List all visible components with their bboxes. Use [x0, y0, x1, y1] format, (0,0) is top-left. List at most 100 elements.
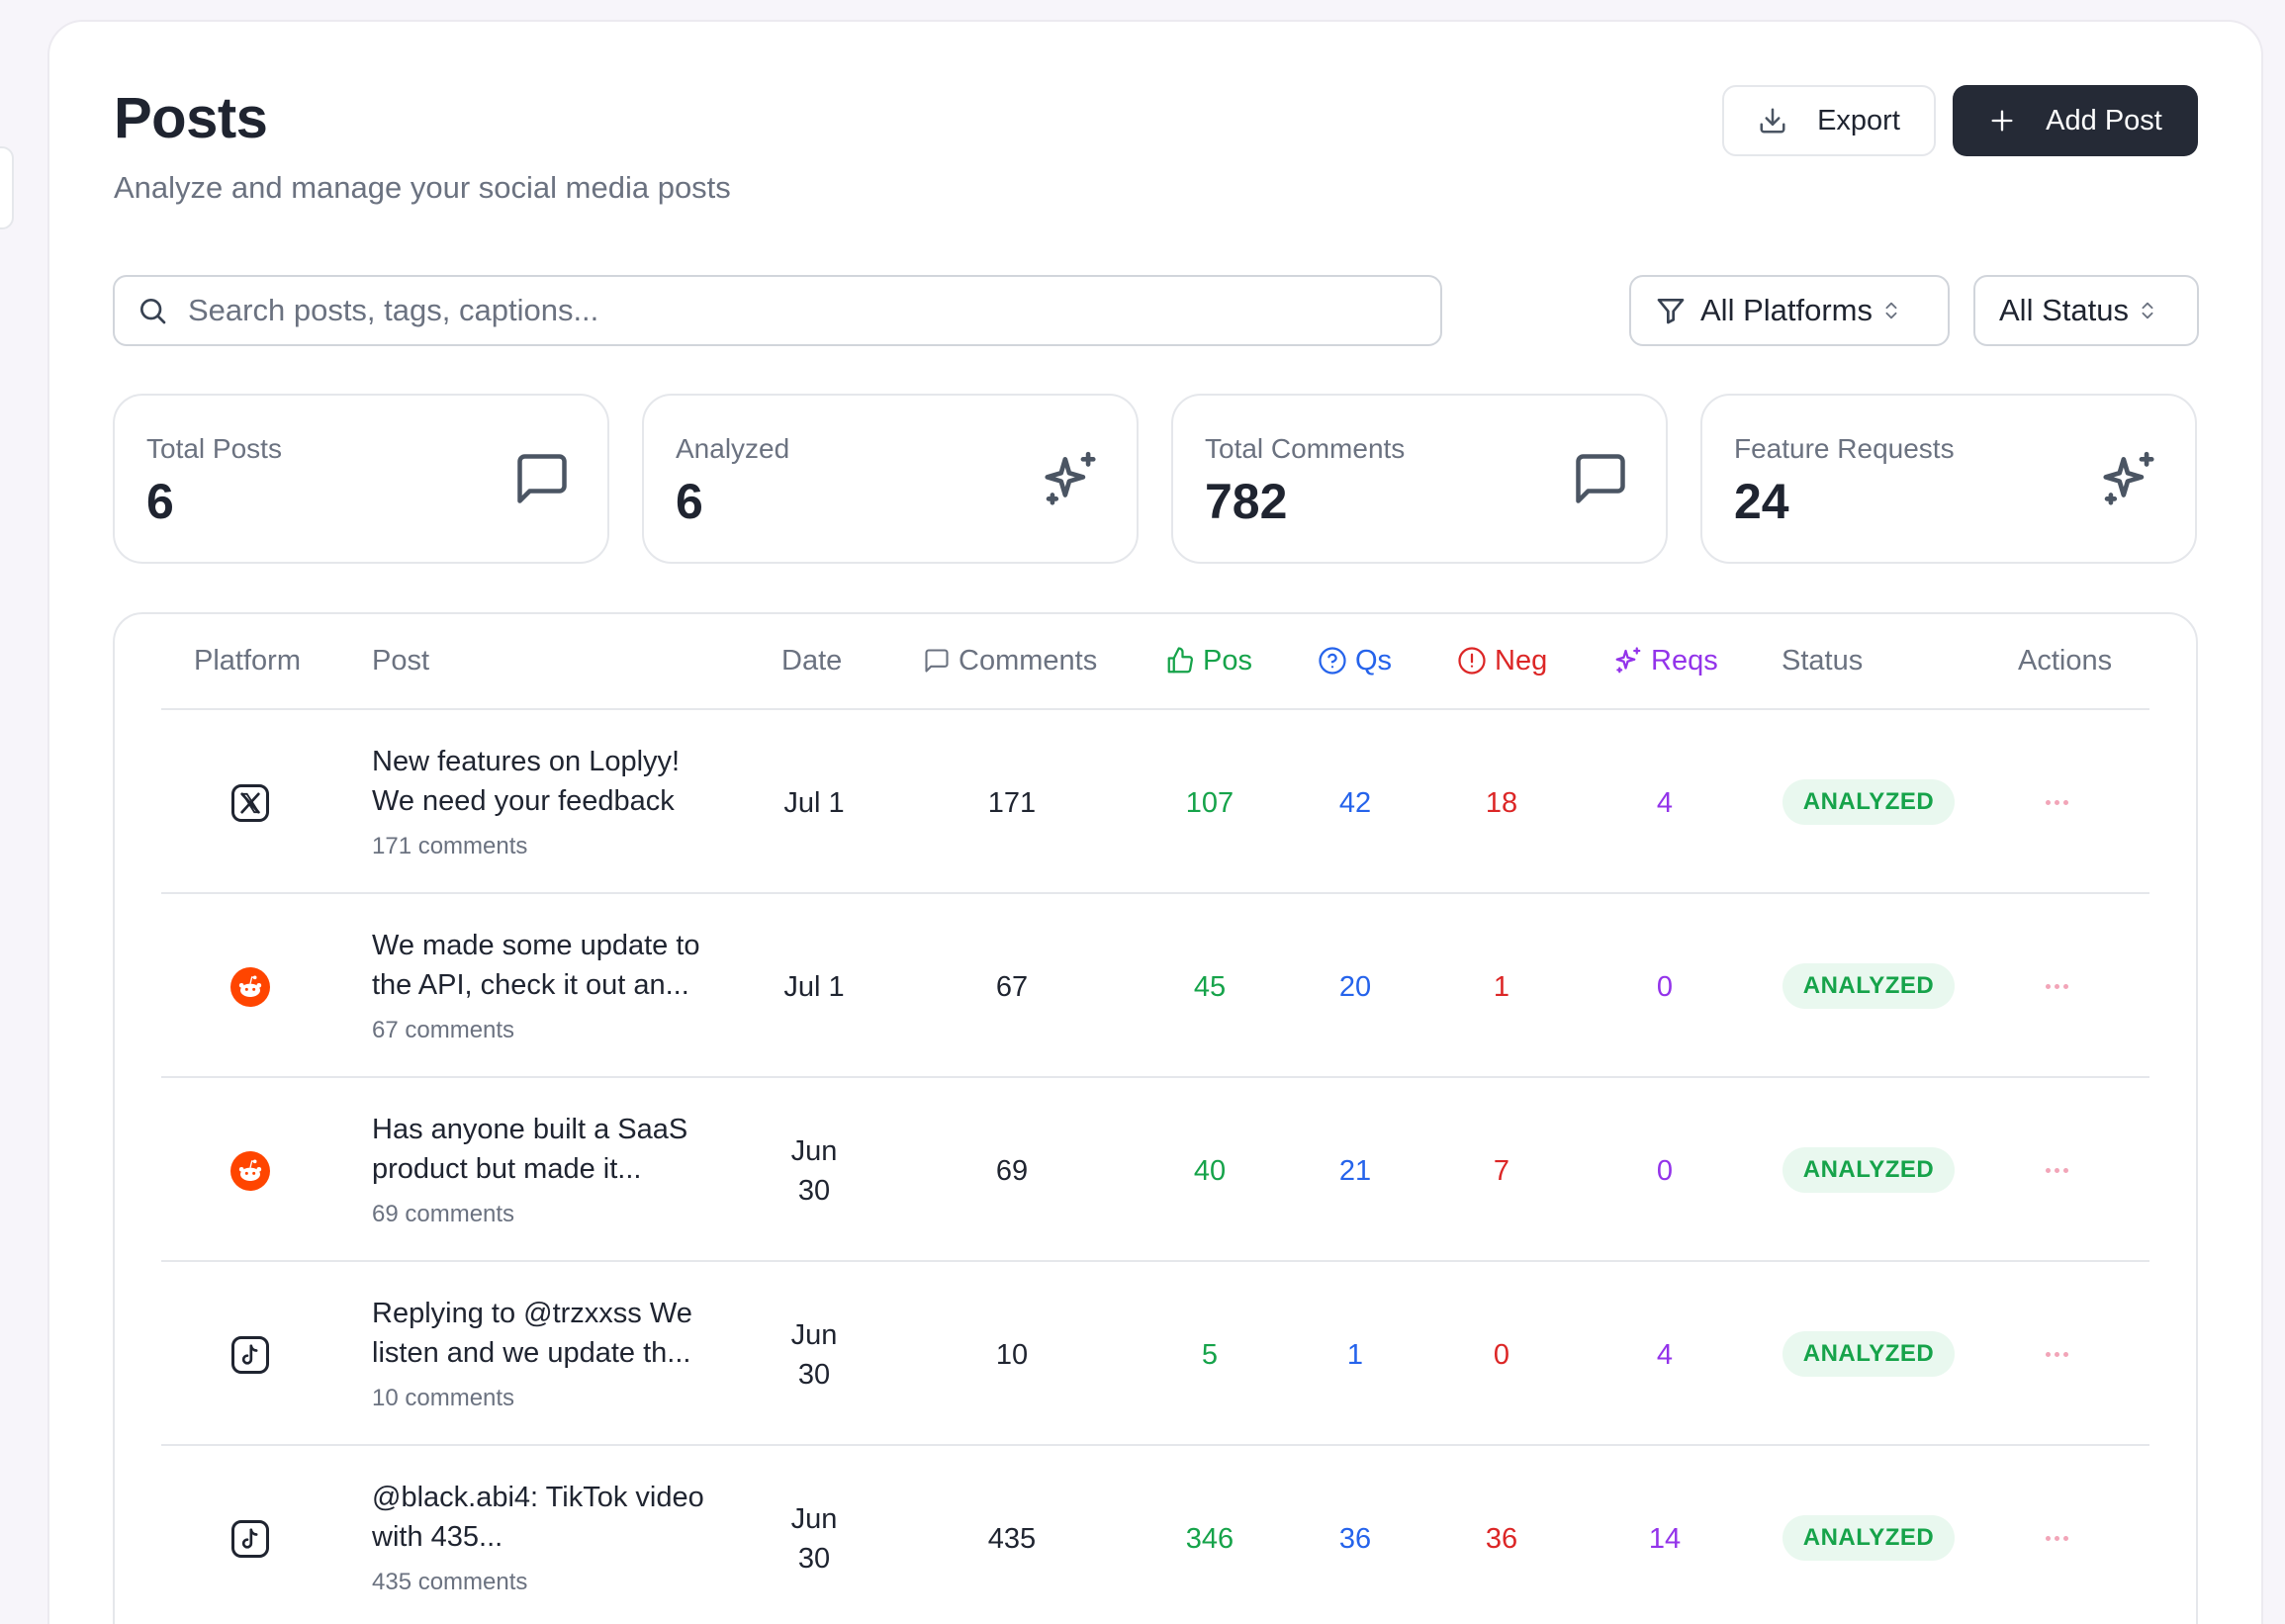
post-comment-count: 67 comments: [372, 1017, 515, 1043]
stat-value: 782: [1205, 474, 1288, 529]
post-title[interactable]: New features on Loplyy! We need your fee…: [372, 746, 681, 817]
post-title[interactable]: Has anyone built a SaaS product but made…: [372, 1114, 688, 1185]
column-header-pos: Pos: [1165, 641, 1252, 680]
header-divider: [161, 708, 2149, 710]
more-actions-icon[interactable]: [2037, 1341, 2076, 1367]
column-header-qs: Qs: [1318, 641, 1392, 680]
search-box[interactable]: [113, 275, 1442, 346]
requests-count: 14: [1648, 1523, 1682, 1555]
message-square-icon: [517, 454, 567, 503]
stat-label: Total Comments: [1205, 433, 1406, 464]
post-title[interactable]: We made some update to the API, check it…: [372, 930, 700, 1001]
column-header-actions: Actions: [2018, 644, 2113, 677]
thumbs-up-icon: [1167, 647, 1193, 674]
download-icon: [1760, 108, 1785, 134]
post-date: Jun 30: [790, 1319, 838, 1391]
column-header-reqs: Reqs: [1613, 641, 1718, 680]
questions-count: 1: [1346, 1339, 1364, 1371]
export-label: Export: [1817, 104, 1900, 136]
search-icon: [140, 299, 166, 324]
requests-count: 4: [1656, 1339, 1674, 1371]
post-comment-count: 10 comments: [372, 1385, 515, 1411]
chevrons-up-down-icon: [1885, 302, 1897, 319]
post-date: Jul 1: [783, 971, 845, 1003]
status-filter[interactable]: All Status: [1973, 275, 2199, 346]
comments-count: 67: [995, 971, 1029, 1003]
tiktok-icon: [230, 1519, 270, 1559]
filter-icon: [1657, 299, 1685, 324]
negative-count: 18: [1485, 787, 1518, 819]
table-row[interactable]: @black.abi4: TikTok video with 435... 43…: [161, 1446, 2149, 1624]
reddit-icon: [230, 1151, 270, 1191]
comments-count: 69: [995, 1155, 1029, 1187]
table-row[interactable]: Replying to @trzxxss We listen and we up…: [161, 1262, 2149, 1446]
requests-count: 0: [1656, 971, 1674, 1003]
post-comment-count: 435 comments: [372, 1569, 528, 1595]
negative-count: 36: [1485, 1523, 1518, 1555]
sparkles-icon: [1615, 647, 1641, 674]
negative-count: 0: [1493, 1339, 1510, 1371]
questions-count: 42: [1338, 787, 1372, 819]
stat-value: 6: [676, 474, 703, 529]
stat-label: Analyzed: [676, 433, 790, 464]
comments-count: 10: [995, 1339, 1029, 1371]
more-actions-icon[interactable]: [2037, 789, 2076, 815]
alert-circle-icon: [1458, 647, 1486, 675]
post-comment-count: 69 comments: [372, 1201, 515, 1227]
stat-value: 24: [1734, 474, 1789, 529]
sparkles-icon: [1045, 451, 1096, 505]
questions-count: 21: [1338, 1155, 1372, 1187]
comments-count: 435: [987, 1523, 1037, 1555]
help-circle-icon: [1319, 647, 1346, 675]
positive-count: 5: [1201, 1339, 1219, 1371]
stat-label: Total Posts: [146, 433, 282, 464]
status-badge: ANALYZED: [1782, 1515, 1955, 1561]
column-header-platform: Platform: [194, 644, 301, 677]
more-actions-icon[interactable]: [2037, 1157, 2076, 1183]
positive-count: 346: [1185, 1523, 1234, 1555]
search-input[interactable]: [188, 293, 1375, 328]
message-square-icon: [1576, 454, 1625, 503]
chevrons-up-down-icon: [2142, 302, 2153, 319]
platform-filter-value: All Platforms: [1700, 293, 1873, 327]
status-filter-value: All Status: [1999, 293, 2129, 327]
add-post-button[interactable]: Add Post: [1953, 85, 2198, 156]
post-date: Jun 30: [790, 1135, 838, 1207]
stat-card-total-comments: Total Comments 782: [1171, 394, 1668, 564]
column-header-neg: Neg: [1457, 641, 1547, 680]
more-actions-icon[interactable]: [2037, 1525, 2076, 1551]
platform-filter[interactable]: All Platforms: [1629, 275, 1950, 346]
column-header-comments: Comments: [923, 641, 1097, 680]
table-row[interactable]: Has anyone built a SaaS product but made…: [161, 1078, 2149, 1262]
status-badge: ANALYZED: [1782, 963, 1955, 1009]
positive-count: 40: [1193, 1155, 1227, 1187]
column-header-date: Date: [781, 644, 843, 677]
page-title: Posts: [114, 86, 268, 150]
export-button[interactable]: Export: [1722, 85, 1936, 156]
post-title[interactable]: @black.abi4: TikTok video with 435...: [372, 1482, 704, 1553]
table-row[interactable]: We made some update to the API, check it…: [161, 894, 2149, 1078]
column-header-post: Post: [372, 644, 430, 677]
requests-count: 4: [1656, 787, 1674, 819]
requests-count: 0: [1656, 1155, 1674, 1187]
plus-icon: [1991, 110, 2013, 132]
tiktok-icon: [230, 1335, 270, 1375]
comments-count: 171: [987, 787, 1037, 819]
x-icon: [230, 783, 270, 823]
table-row[interactable]: New features on Loplyy! We need your fee…: [161, 710, 2149, 894]
post-date: Jul 1: [783, 787, 845, 819]
negative-count: 1: [1493, 971, 1510, 1003]
negative-count: 7: [1493, 1155, 1510, 1187]
stat-card-total-posts: Total Posts 6: [113, 394, 609, 564]
column-header-status: Status: [1782, 644, 1864, 677]
post-title[interactable]: Replying to @trzxxss We listen and we up…: [372, 1298, 692, 1369]
stat-card-feature-requests: Feature Requests 24: [1700, 394, 2197, 564]
reddit-icon: [230, 967, 270, 1007]
stat-card-analyzed: Analyzed 6: [642, 394, 1139, 564]
positive-count: 107: [1185, 787, 1234, 819]
more-actions-icon[interactable]: [2037, 973, 2076, 999]
sparkles-icon: [2103, 451, 2154, 505]
add-post-label: Add Post: [2046, 104, 2162, 136]
sidebar-edge: [0, 146, 14, 229]
page-subtitle: Analyze and manage your social media pos…: [114, 170, 731, 205]
